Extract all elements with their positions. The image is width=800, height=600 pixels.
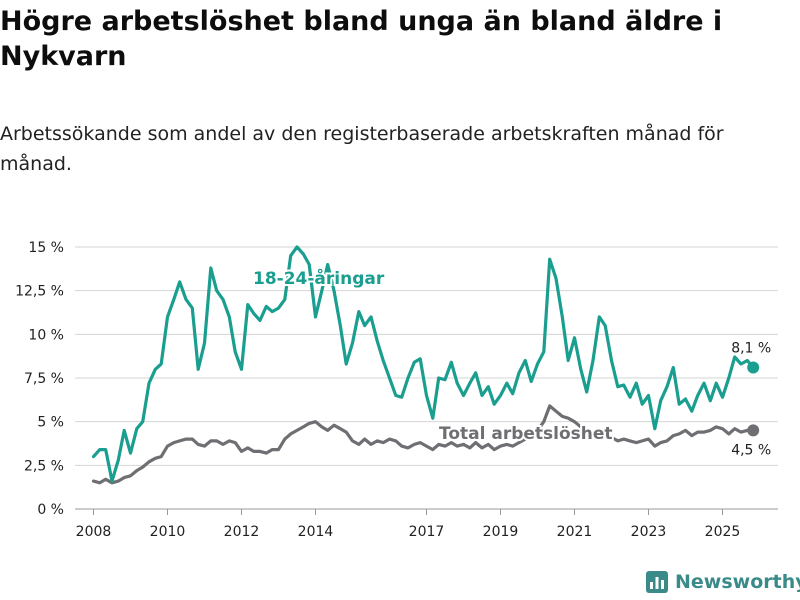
y-axis: 0 % 2,5 % 5 % 7,5 % 10 % 12,5 % 15 % [15,240,64,518]
newsworthy-logo: Newsworthy [646,568,800,596]
end-label-total: 4,5 % [731,442,771,458]
series-label-youth: 18-24-åringar [253,267,385,289]
chart-title: Högre arbetslöshet bland unga än bland ä… [0,6,723,72]
end-label-youth: 8,1 % [731,341,771,357]
y-tick-label: 5 % [37,415,64,431]
newsworthy-logo-icon [646,571,668,593]
x-axis: 2008 2010 2012 2014 2017 2019 2021 2023 2025 [76,509,741,540]
x-tick-label: 2021 [557,524,593,540]
x-tick-label: 2023 [631,524,667,540]
series-labels: 8,1 % 4,5 % 18-24-åringar Total arbetslöshe… [251,265,771,458]
end-point-youth [747,361,760,374]
y-tick-label: 10 % [28,327,64,343]
x-tick-label: 2014 [298,524,334,540]
series-label-total: Total arbetslöshet [439,424,613,444]
y-tick-label: 0 % [37,502,64,518]
y-tick-label: 12,5 % [15,284,64,300]
y-tick-label: 15 % [28,240,64,256]
series-line-youth [91,245,755,483]
x-tick-label: 2019 [483,524,519,540]
x-tick-label: 2010 [150,524,186,540]
x-tick-label: 2008 [76,524,112,540]
y-tick-label: 2,5 % [24,458,64,474]
x-tick-label: 2017 [409,524,445,540]
x-tick-label: 2012 [224,524,260,540]
x-tick-label: 2025 [705,524,741,540]
chart-subtitle: Arbetssökande som andel av den registerb… [0,123,724,175]
series-lines [91,245,760,485]
end-point-total [747,424,760,437]
brand-name: Newsworthy [675,571,800,593]
y-tick-label: 7,5 % [24,371,64,387]
series-line-total [91,404,755,485]
